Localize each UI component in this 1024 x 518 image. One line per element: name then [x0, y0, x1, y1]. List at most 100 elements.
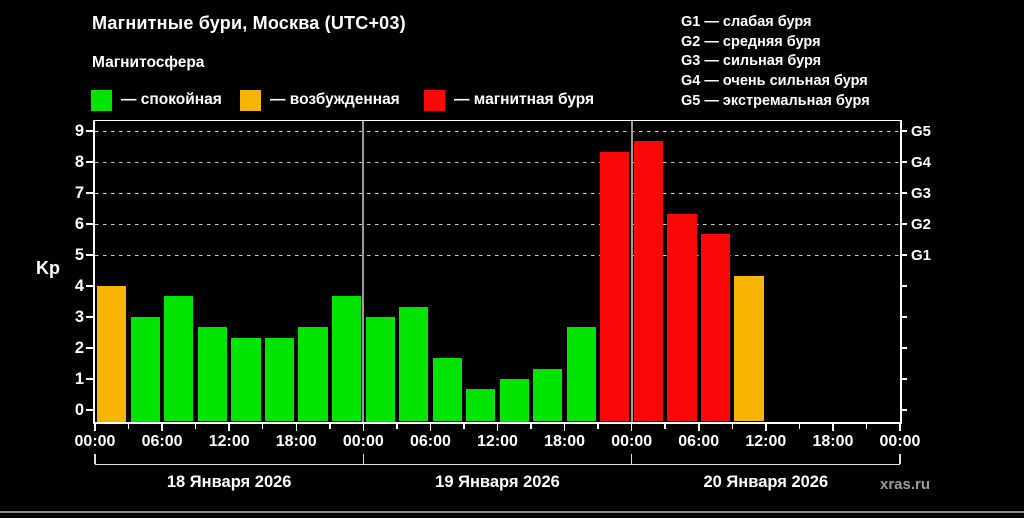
storm-color-swatch [424, 89, 445, 111]
x-tick-major [295, 423, 297, 431]
x-tick-major [429, 423, 432, 431]
right-axis-line [900, 119, 902, 424]
watermark: xras.ru [880, 476, 931, 493]
kp-bar [466, 389, 496, 422]
x-tick-major [94, 423, 96, 431]
gridline-kp8 [95, 161, 900, 163]
x-tick-major [765, 423, 767, 431]
g-axis-label-g5: G5 [911, 122, 932, 140]
chart-title: Магнитные бури, Москва (UTC+03) [92, 13, 406, 33]
x-tick-label: 18:00 [275, 433, 317, 450]
right-tick [901, 130, 908, 132]
date-label: 18 Января 2026 [166, 473, 292, 491]
kp-bar [633, 141, 663, 422]
x-tick-label: 00:00 [342, 433, 384, 450]
kp-bar [197, 327, 227, 422]
x-tick-major [362, 423, 365, 431]
x-tick-label: 12:00 [745, 433, 787, 450]
x-tick-major [161, 423, 163, 431]
right-tick [901, 409, 908, 411]
plot-frame-top [93, 119, 902, 121]
g-axis-label-g3: G3 [911, 184, 932, 202]
y-tick [86, 192, 93, 194]
y-tick-label: 4 [74, 276, 84, 295]
x-tick-label: 18:00 [812, 433, 854, 450]
unsettled-color-swatch [240, 89, 261, 111]
legend-label-quiet: — спокойная [121, 91, 222, 108]
y-tick-label: 7 [74, 183, 84, 202]
g-axis-label-g1: G1 [911, 246, 932, 264]
right-tick [901, 378, 908, 380]
x-tick-minor [664, 423, 666, 429]
legend-item-quiet: — спокойная [91, 89, 222, 111]
x-tick-minor [597, 423, 599, 429]
y-tick [86, 316, 93, 318]
kp-bar [365, 317, 395, 422]
bottom-border [0, 511, 1024, 513]
y-tick-label: 2 [74, 338, 84, 357]
x-tick-major [563, 423, 566, 431]
kp-bar [264, 337, 295, 422]
right-tick [901, 161, 908, 163]
x-tick-label: 00:00 [879, 433, 921, 450]
x-tick-minor [127, 423, 130, 429]
kp-bar [667, 213, 697, 422]
y-tick-label: 8 [74, 152, 84, 171]
date-axis-tick [94, 454, 96, 464]
date-label: 20 Января 2026 [703, 473, 829, 491]
gridline-kp7 [95, 192, 900, 194]
storm-scale-legend: G1 — слабая буря G2 — средняя буря G3 — си… [681, 13, 870, 112]
date-label: 19 Января 2026 [435, 473, 560, 491]
y-axis-title: Kp [36, 258, 60, 278]
gridline-kp9 [95, 130, 900, 132]
kp-bar [499, 379, 529, 422]
x-tick-label: 18:00 [544, 433, 586, 450]
x-tick-label: 12:00 [208, 433, 250, 450]
kp-bar [566, 327, 596, 422]
x-axis-line [93, 421, 902, 424]
x-tick-major [496, 423, 499, 431]
right-tick [901, 316, 908, 318]
y-tick [86, 223, 93, 225]
date-axis-tick [899, 454, 901, 464]
y-tick [86, 285, 93, 287]
kp-bar [533, 368, 563, 422]
x-tick-major [698, 423, 700, 431]
kp-bar [700, 234, 731, 422]
x-tick-label: 06:00 [678, 433, 720, 450]
y-tick-label: 1 [74, 369, 84, 388]
x-tick-major [899, 423, 901, 431]
right-tick [901, 192, 908, 194]
g-legend-line-4: G4 — очень сильная буря [681, 73, 868, 90]
kp-bar [432, 358, 462, 422]
legend-item-unsettled: — возбужденная [240, 89, 400, 111]
y-tick [86, 378, 93, 380]
x-tick-minor [731, 423, 734, 429]
g-axis-label-g4: G4 [911, 153, 932, 171]
legend-item-storm: — магнитная буря [424, 89, 594, 111]
x-tick-minor [530, 423, 532, 429]
kp-bar [734, 275, 764, 422]
x-tick-label: 06:00 [409, 433, 451, 450]
x-tick-minor [798, 423, 801, 429]
y-tick [86, 409, 93, 411]
y-tick-label: 6 [74, 214, 84, 233]
quiet-color-swatch [91, 89, 112, 111]
y-tick-label: 5 [74, 245, 84, 264]
kp-bar [130, 317, 160, 422]
y-tick [86, 254, 93, 256]
x-tick-major [832, 423, 834, 431]
x-tick-minor [329, 423, 331, 429]
date-axis-tick [362, 454, 365, 464]
kp-bar [231, 337, 261, 422]
y-tick-label: 3 [74, 307, 84, 326]
kp-bar [164, 296, 194, 422]
y-tick [86, 130, 93, 132]
day-divider [630, 119, 633, 422]
x-tick-minor [865, 423, 868, 429]
gridline-kp6 [95, 223, 900, 225]
kp-bar [298, 327, 328, 422]
g-axis-label-g2: G2 [911, 215, 932, 233]
legend-label-storm: — магнитная буря [454, 91, 595, 108]
